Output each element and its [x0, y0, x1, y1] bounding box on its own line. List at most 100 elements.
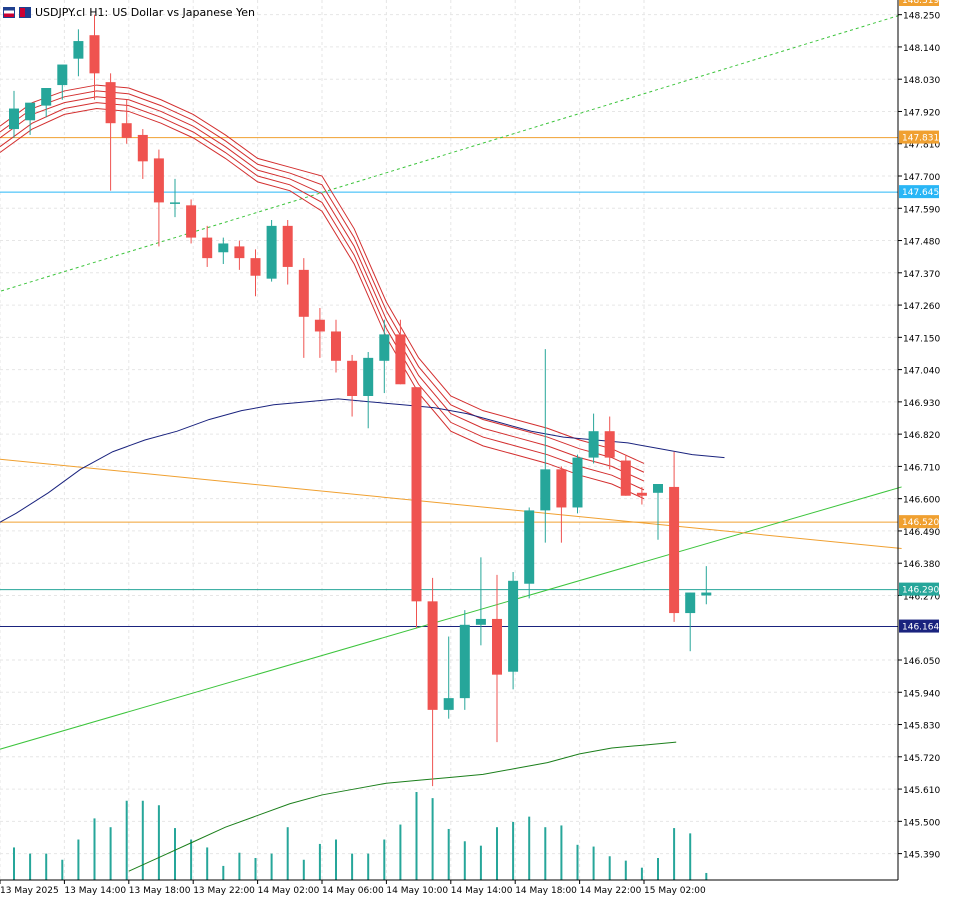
candle-body [636, 492, 647, 496]
level-price-label: 147.645 [902, 188, 939, 198]
x-tick-label: 13 May 18:00 [129, 886, 191, 896]
candle-body [282, 225, 293, 267]
candle-body [524, 510, 535, 584]
candle-body [540, 469, 551, 511]
level-price-tag [899, 185, 939, 199]
ma-blue-line [0, 398, 725, 523]
y-tick-label: 147.260 [903, 302, 940, 312]
y-tick-label: 148.030 [903, 76, 940, 86]
candle-body [411, 387, 422, 602]
candle-body [218, 243, 229, 253]
x-tick-label: 14 May 02:00 [258, 886, 320, 896]
y-tick-label: 147.810 [903, 141, 940, 151]
candle-body [701, 592, 712, 596]
ma-green-line [128, 741, 677, 872]
candle-body [298, 269, 309, 317]
x-tick-label: 14 May 06:00 [322, 886, 384, 896]
top-price-tag [899, 0, 939, 6]
x-tick-label: 14 May 14:00 [451, 886, 513, 896]
level-price-label: 146.520 [902, 518, 939, 528]
y-tick-label: 145.500 [903, 818, 940, 828]
candle-body [331, 331, 341, 361]
candle-body [234, 246, 245, 259]
level-price-label: 146.164 [902, 623, 939, 633]
y-tick-label: 145.830 [903, 722, 940, 732]
level-price-tag [899, 130, 939, 144]
candle-body [395, 334, 406, 385]
chart-title-bar: USDJPY.cl H1: US Dollar vs Japanese Yen [3, 4, 255, 20]
candle-body [508, 580, 519, 672]
y-tick-label: 145.610 [903, 786, 940, 796]
y-tick-label: 145.390 [903, 851, 940, 861]
candle-body [669, 486, 680, 614]
x-tick-label: 13 May 14:00 [64, 886, 126, 896]
candle-body [653, 484, 663, 493]
x-tick-label: 14 May 10:00 [386, 886, 448, 896]
candle-body [57, 64, 68, 86]
candle-body [556, 469, 567, 508]
y-tick-label: 146.490 [903, 528, 940, 538]
candle-body [41, 88, 52, 106]
candle-body [202, 237, 213, 259]
y-tick-label: 146.050 [903, 657, 940, 667]
chart-flag-icon [3, 6, 15, 18]
candle-body [9, 108, 19, 130]
candle-body [89, 35, 100, 74]
candle-body [379, 334, 390, 361]
candle-body [250, 258, 261, 276]
symbol-label: USDJPY.cl [35, 5, 86, 19]
y-tick-label: 146.820 [903, 431, 940, 441]
candle-body [153, 158, 164, 203]
x-tick-label: 14 May 18:00 [515, 886, 577, 896]
candle-body [427, 601, 438, 710]
y-tick-label: 148.250 [903, 12, 940, 22]
chart-settings-icon[interactable] [19, 6, 31, 18]
candle-body [121, 123, 132, 138]
candle-body [620, 460, 631, 496]
trendline [0, 458, 902, 550]
candle-body [492, 618, 502, 675]
candle-body [685, 592, 696, 614]
candle-body [73, 41, 84, 59]
candle-body [604, 431, 615, 458]
candle-body [105, 82, 116, 124]
y-tick-label: 145.720 [903, 754, 940, 764]
y-tick-label: 147.370 [903, 270, 940, 280]
candle-body [363, 357, 374, 396]
candle-body [588, 431, 599, 458]
plot-background [0, 0, 898, 880]
candle-body [443, 698, 454, 710]
candle-body [137, 134, 148, 162]
trendline [0, 486, 902, 750]
level-price-tag [899, 515, 939, 529]
candle-body [347, 360, 358, 396]
trendline [0, 14, 902, 292]
level-price-label: 146.290 [902, 586, 939, 596]
x-tick-label: 13 May 22:00 [193, 886, 255, 896]
candle-body [186, 205, 197, 238]
y-tick-label: 147.590 [903, 205, 940, 215]
y-tick-label: 146.930 [903, 399, 940, 409]
candle-body [572, 457, 583, 508]
y-tick-label: 146.270 [903, 592, 940, 602]
x-tick-label: 15 May 02:00 [644, 886, 706, 896]
y-tick-label: 147.150 [903, 334, 940, 344]
candle-body [314, 319, 325, 332]
y-tick-label: 148.140 [903, 44, 940, 54]
level-price-label: 147.831 [902, 134, 939, 144]
candle-body [266, 225, 277, 279]
y-tick-label: 147.480 [903, 238, 940, 248]
y-tick-label: 147.040 [903, 367, 940, 377]
candle-body [459, 624, 470, 699]
y-tick-label: 146.600 [903, 496, 940, 506]
top-price-label: 148.319 [902, 0, 939, 6]
y-tick-label: 146.380 [903, 560, 940, 570]
y-tick-label: 147.700 [903, 173, 940, 183]
y-tick-label: 147.920 [903, 108, 940, 118]
level-price-tag [899, 582, 939, 596]
candle-body [25, 102, 36, 121]
x-tick-label: 13 May 2025 [0, 886, 59, 896]
x-tick-label: 14 May 22:00 [580, 886, 642, 896]
